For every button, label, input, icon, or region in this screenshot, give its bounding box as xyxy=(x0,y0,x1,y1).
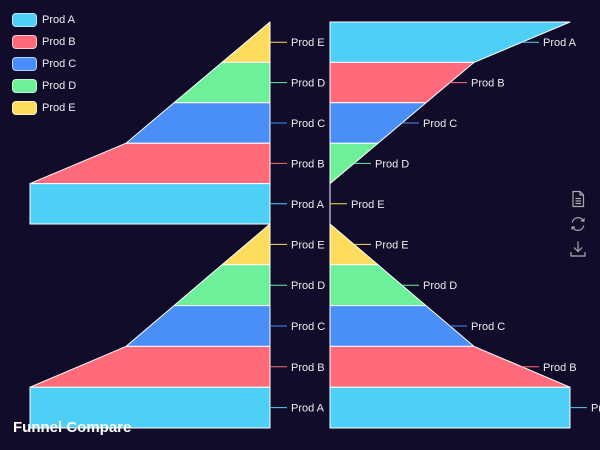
legend-label-prod-b: Prod B xyxy=(42,36,76,48)
legend-swatch-prod-a xyxy=(12,13,37,27)
legend: Prod A Prod B Prod C Prod D Prod E xyxy=(12,9,76,119)
funnel-1-label-prod-b: Prod B xyxy=(291,158,325,170)
funnel-3-label-prod-e: Prod E xyxy=(351,199,385,211)
funnel-4-label-prod-e: Prod E xyxy=(375,239,409,251)
funnel-3-label-prod-c: Prod C xyxy=(423,118,457,130)
funnel-4-label-prod-d: Prod D xyxy=(423,280,457,292)
funnel-2-label-prod-c: Prod C xyxy=(291,321,325,333)
funnel-1-label-prod-e: Prod E xyxy=(291,37,325,49)
legend-label-prod-d: Prod D xyxy=(42,80,77,92)
funnel-3: Prod A Prod B Prod C Prod D Prod E xyxy=(329,21,577,225)
restore-icon[interactable] xyxy=(569,215,587,233)
legend-label-prod-e: Prod E xyxy=(42,102,76,114)
funnel-4-segment-prod-a[interactable] xyxy=(329,386,571,429)
funnel-2-label-prod-d: Prod D xyxy=(291,280,325,292)
toolbox xyxy=(569,190,587,265)
legend-item-prod-c[interactable]: Prod C xyxy=(12,53,76,75)
funnel-3-label-prod-d: Prod D xyxy=(375,158,409,170)
funnel-1-label-prod-d: Prod D xyxy=(291,78,325,90)
funnel-2-label-prod-a: Prod A xyxy=(291,403,325,415)
funnel-2-label-prod-b: Prod B xyxy=(291,362,325,374)
chart-title: Funnel Compare xyxy=(13,419,132,436)
funnel-4-label-prod-a: Prod A xyxy=(591,403,600,415)
legend-item-prod-b[interactable]: Prod B xyxy=(12,31,76,53)
funnel-1-segment-prod-b[interactable] xyxy=(29,142,271,185)
legend-swatch-prod-d xyxy=(12,79,37,93)
funnel-1-label-prod-c: Prod C xyxy=(291,118,325,130)
funnel-1-label-prod-a: Prod A xyxy=(291,199,325,211)
funnel-2-segment-prod-b[interactable] xyxy=(29,345,271,388)
funnel-3-label-prod-b: Prod B xyxy=(471,78,505,90)
funnel-1: Prod E Prod D Prod C Prod B Prod A xyxy=(29,21,325,225)
funnel-1-segment-prod-d[interactable] xyxy=(173,61,271,104)
funnel-2-segment-prod-c[interactable] xyxy=(125,305,271,347)
funnel-4-label-prod-c: Prod C xyxy=(471,321,505,333)
legend-item-prod-a[interactable]: Prod A xyxy=(12,9,76,31)
funnel-2: Prod E Prod D Prod C Prod B Prod A xyxy=(29,223,325,429)
funnel-4-label-prod-b: Prod B xyxy=(543,362,577,374)
legend-swatch-prod-c xyxy=(12,57,37,71)
funnel-3-label-prod-a: Prod A xyxy=(543,37,577,49)
legend-swatch-prod-b xyxy=(12,35,37,49)
legend-swatch-prod-e xyxy=(12,101,37,115)
funnel-2-segment-prod-d[interactable] xyxy=(173,264,271,307)
legend-item-prod-e[interactable]: Prod E xyxy=(12,97,76,119)
save-image-icon[interactable] xyxy=(569,240,587,258)
legend-item-prod-d[interactable]: Prod D xyxy=(12,75,76,97)
funnel-2-label-prod-e: Prod E xyxy=(291,239,325,251)
legend-label-prod-a: Prod A xyxy=(42,14,76,26)
funnel-2-segment-prod-e[interactable] xyxy=(221,223,271,266)
legend-label-prod-c: Prod C xyxy=(42,58,77,70)
funnel-2-segment-prod-a[interactable] xyxy=(29,386,271,429)
funnel-1-segment-prod-a[interactable] xyxy=(29,183,271,225)
data-view-icon[interactable] xyxy=(569,190,587,208)
funnel-1-segment-prod-c[interactable] xyxy=(125,102,271,144)
funnel-1-segment-prod-e[interactable] xyxy=(221,21,271,63)
funnel-4: Prod E Prod D Prod C Prod B Prod A xyxy=(329,223,600,429)
